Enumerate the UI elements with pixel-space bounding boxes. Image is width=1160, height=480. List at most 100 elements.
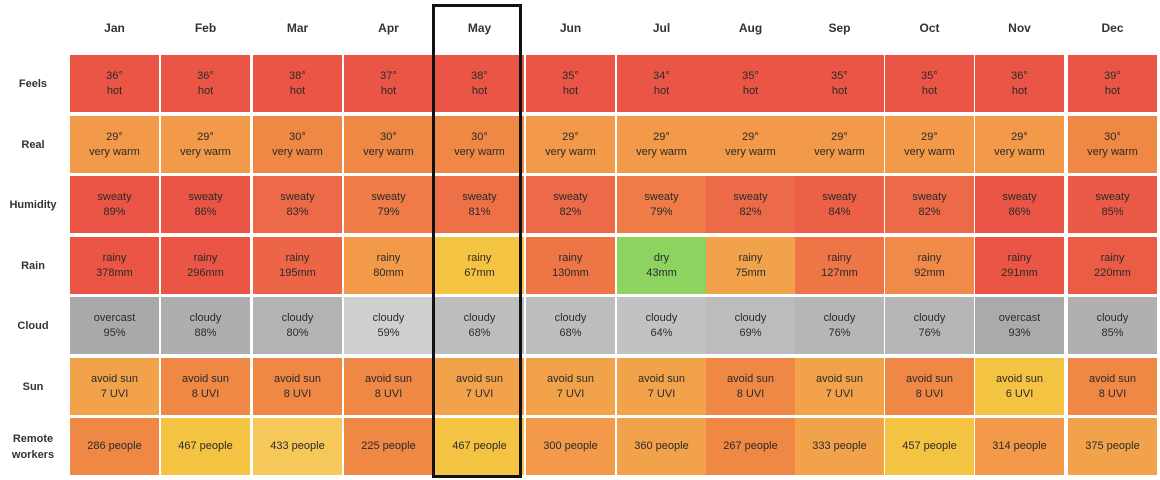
cell-secondary-text: hot xyxy=(1104,84,1121,97)
cell-secondary-text: 378mm xyxy=(96,266,133,279)
month-header-apr: Apr xyxy=(378,21,399,35)
cell-secondary-text: hot xyxy=(562,84,579,97)
cell-secondary-text: 75mm xyxy=(735,266,766,279)
cell-primary-text: 457 people xyxy=(902,440,957,452)
cell-sun-oct: avoid sun 8 UVI xyxy=(885,358,974,415)
cell-feels-jan: 36° hot xyxy=(70,55,159,112)
cell-humidity-sep: sweaty 84% xyxy=(795,176,884,233)
cell-primary-text: rainy xyxy=(917,251,942,264)
cell-primary-text: cloudy xyxy=(463,311,496,324)
cell-secondary-text: hot xyxy=(289,84,306,97)
cell-real-oct: 29° very warm xyxy=(885,116,974,173)
cell-primary-text: 433 people xyxy=(270,440,325,452)
cell-primary-text: sweaty xyxy=(462,190,497,203)
month-header-feb: Feb xyxy=(194,21,217,35)
cell-remote-workers-dec: 375 people xyxy=(1068,418,1157,475)
cell-rain-jul: dry 43mm xyxy=(617,237,706,294)
cell-secondary-text: 7 UVI xyxy=(556,387,585,400)
cell-secondary-text: 291mm xyxy=(1001,266,1038,279)
cell-primary-text: 36° xyxy=(1011,69,1028,82)
cell-primary-text: 36° xyxy=(197,69,214,82)
cell-primary-text: sweaty xyxy=(1002,190,1037,203)
cell-cloud-oct: cloudy 76% xyxy=(885,297,974,354)
cell-primary-text: 314 people xyxy=(992,440,1047,452)
cell-primary-text: cloudy xyxy=(734,311,767,324)
cell-secondary-text: hot xyxy=(1011,84,1028,97)
cell-secondary-text: 86% xyxy=(1008,205,1031,218)
cell-rain-sep: rainy 127mm xyxy=(795,237,884,294)
cell-secondary-text: hot xyxy=(742,84,759,97)
cell-real-jun: 29° very warm xyxy=(526,116,615,173)
cell-primary-text: avoid sun xyxy=(455,372,504,385)
cell-feels-mar: 38° hot xyxy=(253,55,342,112)
cell-rain-oct: rainy 92mm xyxy=(885,237,974,294)
cell-primary-text: 333 people xyxy=(812,440,867,452)
cell-real-sep: 29° very warm xyxy=(795,116,884,173)
row-label-real: Real xyxy=(21,138,45,151)
month-header-aug: Aug xyxy=(738,21,763,35)
cell-rain-jun: rainy 130mm xyxy=(526,237,615,294)
cell-secondary-text: very warm xyxy=(454,145,505,158)
cell-secondary-text: hot xyxy=(921,84,938,97)
cell-primary-text: avoid sun xyxy=(1088,372,1137,385)
cell-sun-feb: avoid sun 8 UVI xyxy=(161,358,250,415)
cell-secondary-text: 86% xyxy=(194,205,217,218)
cell-secondary-text: 76% xyxy=(918,326,941,339)
cell-sun-jan: avoid sun 7 UVI xyxy=(70,358,159,415)
cell-sun-apr: avoid sun 8 UVI xyxy=(344,358,433,415)
cell-rain-mar: rainy 195mm xyxy=(253,237,342,294)
cell-primary-text: rainy xyxy=(285,251,310,264)
cell-primary-text: avoid sun xyxy=(637,372,686,385)
cell-primary-text: 29° xyxy=(921,130,938,143)
cell-primary-text: rainy xyxy=(193,251,218,264)
cell-secondary-text: 8 UVI xyxy=(736,387,765,400)
cell-primary-text: rainy xyxy=(376,251,401,264)
cell-humidity-may: sweaty 81% xyxy=(435,176,524,233)
cell-secondary-text: hot xyxy=(831,84,848,97)
cell-primary-text: 29° xyxy=(1011,130,1028,143)
cell-feels-apr: 37° hot xyxy=(344,55,433,112)
cell-primary-text: cloudy xyxy=(189,311,222,324)
cell-secondary-text: very warm xyxy=(363,145,414,158)
cell-secondary-text: 127mm xyxy=(821,266,858,279)
cell-primary-text: sweaty xyxy=(280,190,315,203)
cell-feels-oct: 35° hot xyxy=(885,55,974,112)
cell-humidity-feb: sweaty 86% xyxy=(161,176,250,233)
month-header-nov: Nov xyxy=(1008,21,1031,35)
cell-secondary-text: very warm xyxy=(725,145,776,158)
cell-remote-workers-feb: 467 people xyxy=(161,418,250,475)
cell-cloud-sep: cloudy 76% xyxy=(795,297,884,354)
cell-secondary-text: 80mm xyxy=(373,266,404,279)
cell-humidity-nov: sweaty 86% xyxy=(975,176,1064,233)
cell-primary-text: rainy xyxy=(102,251,127,264)
cell-secondary-text: very warm xyxy=(272,145,323,158)
cell-humidity-apr: sweaty 79% xyxy=(344,176,433,233)
cell-real-feb: 29° very warm xyxy=(161,116,250,173)
cell-secondary-text: 7 UVI xyxy=(825,387,854,400)
month-header-mar: Mar xyxy=(286,21,309,35)
cell-secondary-text: 84% xyxy=(828,205,851,218)
month-header-jan: Jan xyxy=(104,21,125,35)
cell-secondary-text: 83% xyxy=(286,205,309,218)
cell-secondary-text: 68% xyxy=(468,326,491,339)
cell-secondary-text: hot xyxy=(471,84,488,97)
cell-primary-text: rainy xyxy=(827,251,852,264)
cell-sun-jun: avoid sun 7 UVI xyxy=(526,358,615,415)
cell-rain-nov: rainy 291mm xyxy=(975,237,1064,294)
cell-humidity-dec: sweaty 85% xyxy=(1068,176,1157,233)
cell-cloud-apr: cloudy 59% xyxy=(344,297,433,354)
cell-sun-aug: avoid sun 8 UVI xyxy=(706,358,795,415)
cell-primary-text: cloudy xyxy=(1096,311,1129,324)
cell-cloud-jun: cloudy 68% xyxy=(526,297,615,354)
cell-secondary-text: 69% xyxy=(739,326,762,339)
cell-primary-text: rainy xyxy=(738,251,763,264)
cell-secondary-text: 68% xyxy=(559,326,582,339)
cell-primary-text: 37° xyxy=(380,69,397,82)
cell-cloud-jul: cloudy 64% xyxy=(617,297,706,354)
month-header-may: May xyxy=(467,21,492,35)
cell-primary-text: 29° xyxy=(653,130,670,143)
row-label-rain: Rain xyxy=(21,259,45,272)
cell-rain-jan: rainy 378mm xyxy=(70,237,159,294)
cell-secondary-text: very warm xyxy=(904,145,955,158)
cell-humidity-mar: sweaty 83% xyxy=(253,176,342,233)
